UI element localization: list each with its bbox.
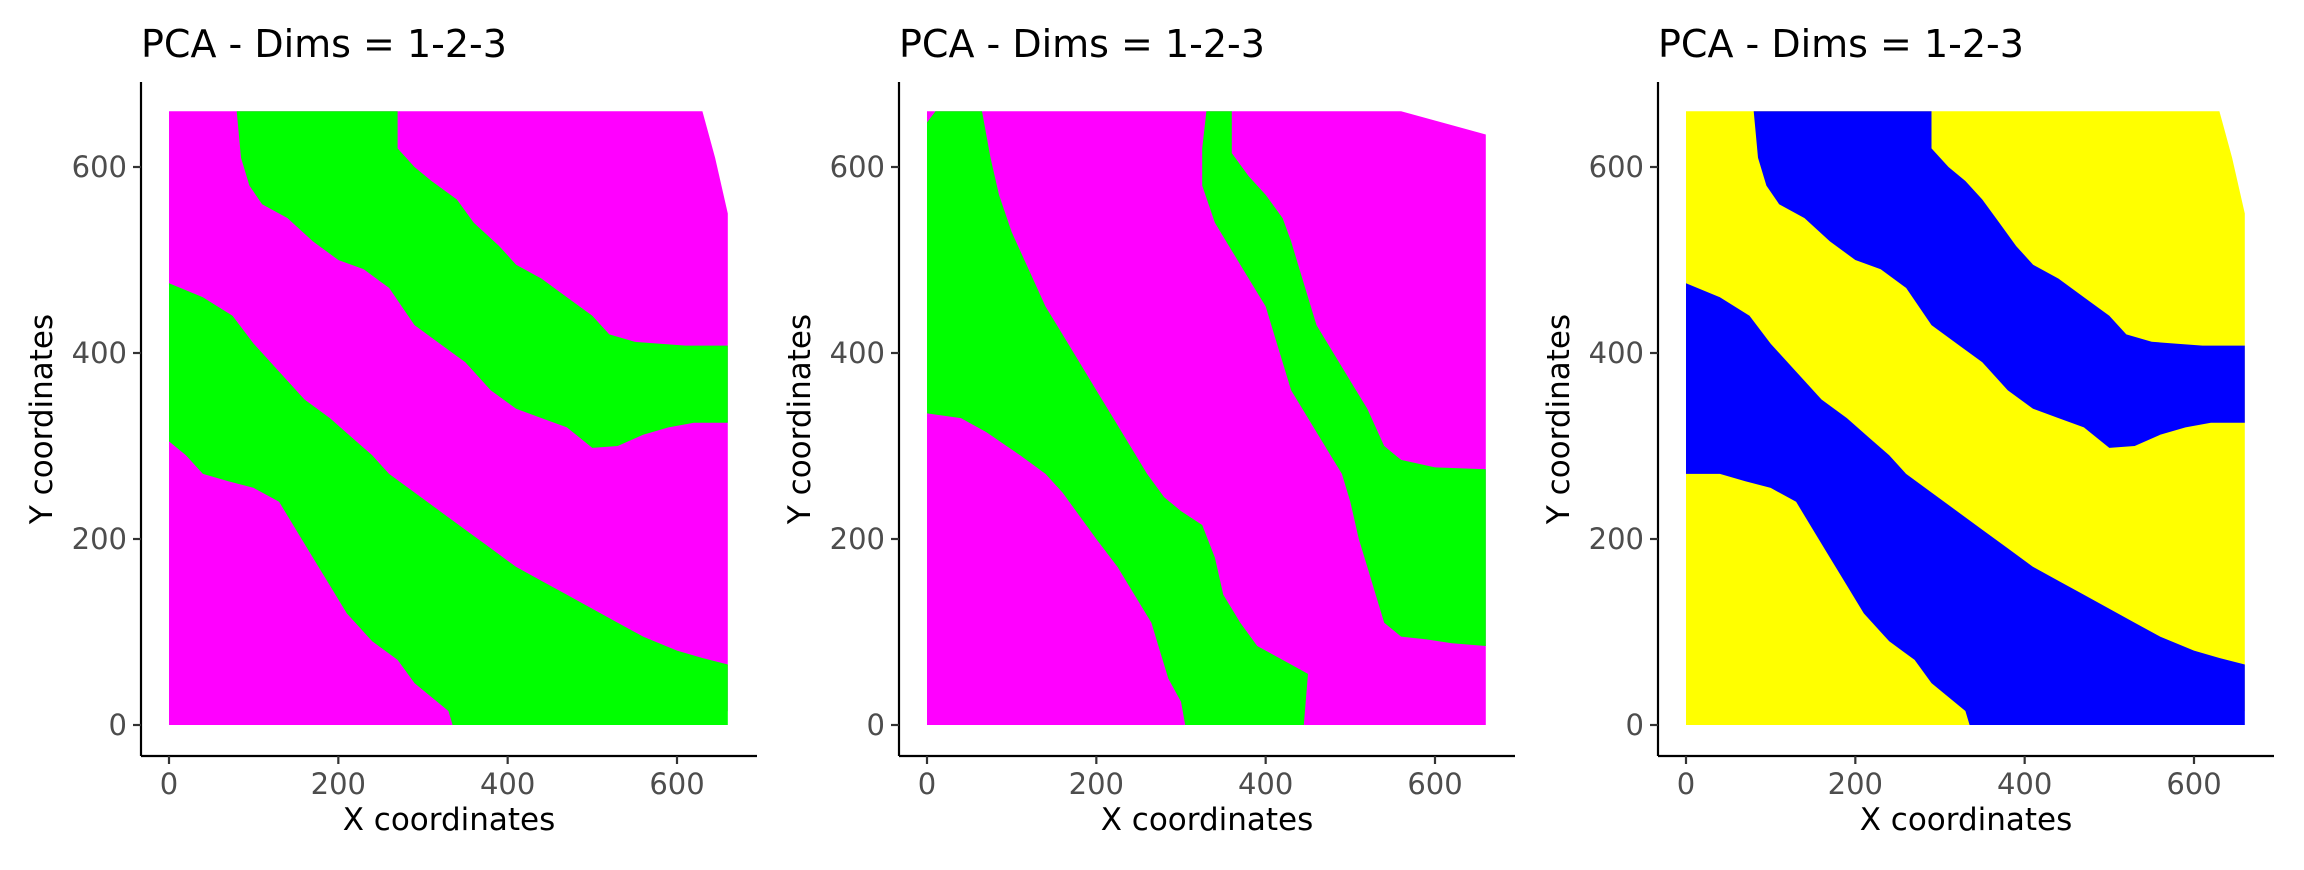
x-tick-label: 200	[1069, 767, 1124, 801]
x-tick-label: 0	[1677, 767, 1695, 801]
y-tick-label: 400	[1589, 336, 1644, 370]
x-tick-label: 400	[1238, 767, 1293, 801]
y-axis-label: Y coordinates	[1541, 314, 1577, 525]
x-tick-label: 600	[1407, 767, 1462, 801]
x-axis-label: X coordinates	[1860, 802, 2073, 838]
cluster-band-1	[927, 111, 1308, 725]
y-tick-label: 0	[867, 708, 885, 742]
y-tick-label: 200	[1589, 522, 1644, 556]
y-tick-label: 200	[72, 522, 127, 556]
cluster-band-2	[236, 111, 728, 448]
domain-region	[927, 111, 1486, 725]
y-tick-label: 0	[1626, 708, 1644, 742]
x-tick-label: 400	[1997, 767, 2052, 801]
x-tick-label: 400	[480, 767, 535, 801]
cluster-band-2	[1753, 111, 2245, 448]
cluster-band-2	[1202, 111, 1486, 646]
y-tick-label: 600	[830, 150, 885, 184]
cluster-band-1	[1686, 283, 2245, 725]
x-axis-label: X coordinates	[1101, 802, 1314, 838]
chart-panel-1: PCA - Dims = 1-2-3 0 200 400 600 0 200 400 600 X …	[24, 22, 757, 838]
x-tick-label: 600	[649, 767, 704, 801]
y-tick-label: 400	[72, 336, 127, 370]
chart-title: PCA - Dims = 1-2-3	[899, 22, 1265, 66]
chart-title: PCA - Dims = 1-2-3	[1658, 22, 2024, 66]
chart-panel-3: PCA - Dims = 1-2-3 0 200 400 600 0 200 400 600 X …	[1541, 22, 2274, 838]
y-tick-label: 600	[1589, 150, 1644, 184]
y-tick-label: 400	[830, 336, 885, 370]
x-axis-label: X coordinates	[343, 802, 556, 838]
x-tick-label: 0	[918, 767, 936, 801]
cluster-band-1	[169, 283, 728, 725]
domain-region	[1686, 111, 2245, 725]
x-tick-label: 200	[1828, 767, 1883, 801]
chart-panel-2: PCA - Dims = 1-2-3 0 200 400 600 0 200 400 600 X …	[782, 22, 1515, 838]
y-tick-label: 0	[109, 708, 127, 742]
domain-region	[169, 111, 728, 725]
x-tick-label: 600	[2166, 767, 2221, 801]
y-axis-label: Y coordinates	[782, 314, 818, 525]
y-tick-label: 600	[72, 150, 127, 184]
x-tick-label: 0	[160, 767, 178, 801]
y-tick-label: 200	[830, 522, 885, 556]
y-axis-label: Y coordinates	[24, 314, 60, 525]
chart-title: PCA - Dims = 1-2-3	[141, 22, 507, 66]
x-tick-label: 200	[311, 767, 366, 801]
